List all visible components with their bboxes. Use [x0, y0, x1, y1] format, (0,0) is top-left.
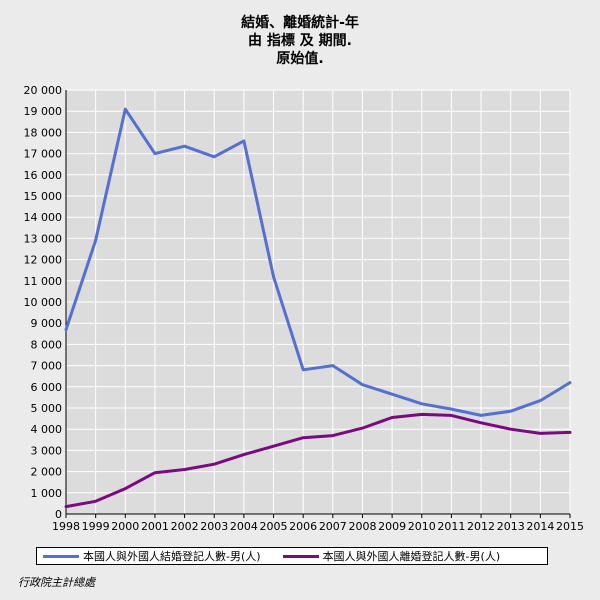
legend-swatch-divorce [282, 554, 319, 558]
x-tick-label: 2004 [230, 520, 258, 533]
x-tick-label: 2002 [171, 520, 199, 533]
y-tick-label: 15 000 [24, 190, 63, 203]
y-tick-label: 10 000 [24, 296, 63, 309]
y-tick-label: 2 000 [31, 466, 63, 479]
y-tick-label: 4 000 [31, 423, 63, 436]
y-tick-label: 16 000 [24, 169, 63, 182]
x-tick-label: 1999 [82, 520, 110, 533]
y-tick-label: 20 000 [24, 84, 63, 97]
x-tick-label: 2012 [467, 520, 495, 533]
y-tick-label: 7 000 [31, 360, 63, 373]
x-tick-label: 2011 [437, 520, 465, 533]
x-tick-label: 2003 [200, 520, 228, 533]
y-tick-label: 9 000 [31, 317, 63, 330]
series-line-divorce [64, 412, 572, 509]
legend-item-divorce: 本國人與外國人離婚登記人數-男(人) [282, 548, 501, 564]
x-tick-label: 2008 [348, 520, 376, 533]
x-tick-label: 2010 [408, 520, 436, 533]
chart-title: 結婚、離婚統計-年 由 指標 及 期間. 原始值. [0, 14, 600, 68]
x-tick-label: 2005 [260, 520, 288, 533]
y-tick-label: 8 000 [31, 338, 63, 351]
y-tick-label: 14 000 [24, 211, 63, 224]
x-tick-label: 2001 [141, 520, 169, 533]
y-tick-label: 5 000 [31, 402, 63, 415]
chart-title-line-3: 原始值. [276, 51, 324, 67]
x-tick-label: 1998 [52, 520, 80, 533]
x-tick-label: 2014 [526, 520, 554, 533]
y-tick-label: 6 000 [31, 381, 63, 394]
chart-title-line-1: 結婚、離婚統計-年 [241, 15, 359, 31]
x-tick-label: 2015 [556, 520, 584, 533]
x-tick-label: 2006 [289, 520, 317, 533]
y-tick-label: 1 000 [31, 487, 63, 500]
x-tick-label: 2000 [111, 520, 139, 533]
x-tick-label: 2013 [497, 520, 525, 533]
legend-item-marriage: 本國人與外國人結婚登記人數-男(人) [43, 548, 261, 564]
chart-title-line-2: 由 指標 及 期間. [248, 33, 352, 49]
chart-legend: 本國人與外國人結婚登記人數-男(人) 本國人與外國人離婚登記人數-男(人) [36, 547, 548, 565]
x-tick-label: 2009 [378, 520, 406, 533]
y-tick-label: 17 000 [24, 148, 63, 161]
y-tick-label: 19 000 [24, 105, 63, 118]
x-tick-label: 2007 [319, 520, 347, 533]
y-tick-label: 12 000 [24, 254, 63, 267]
y-tick-label: 3 000 [31, 444, 63, 457]
y-tick-label: 0 [55, 508, 62, 521]
legend-label-marriage: 本國人與外國人結婚登記人數-男(人) [83, 550, 261, 563]
series-line-marriage [64, 107, 572, 417]
legend-swatch-marriage [43, 554, 79, 558]
source-note: 行政院主計總處 [18, 576, 95, 589]
y-tick-label: 11 000 [24, 275, 63, 288]
legend-label-divorce: 本國人與外國人離婚登記人數-男(人) [322, 550, 501, 563]
y-tick-label: 18 000 [24, 126, 63, 139]
y-tick-label: 13 000 [24, 232, 63, 245]
